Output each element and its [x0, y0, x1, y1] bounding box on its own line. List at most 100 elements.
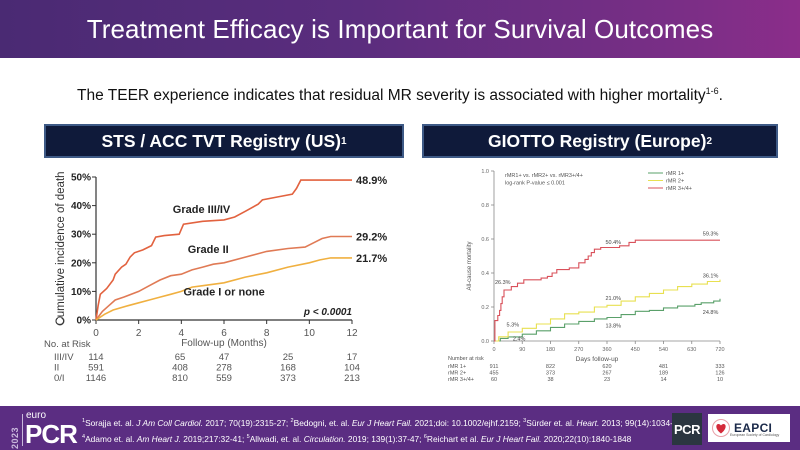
legend-label: rMR 1+ [666, 171, 684, 177]
eapci-logo: EAPCI European Society of Cardiology [708, 414, 790, 442]
risk-value: 591 [88, 363, 104, 374]
series-line-grade-iii-iv [95, 179, 352, 321]
footer: 2023 euro PCR 1Sorajja et. al. J Am Coll… [0, 406, 800, 450]
risk-row-label: II [54, 363, 59, 374]
risk-value: 10 [717, 377, 723, 383]
references: 1Sorajja et. al. J Am Coll Cardiol. 2017… [82, 414, 685, 446]
europcr-logo: 2023 euro PCR [10, 410, 82, 449]
risk-row-label: rMR 1+ [448, 364, 466, 370]
reference-text: Sürder et. al. [526, 417, 577, 428]
series-label: Grade I or none [183, 287, 264, 299]
reference-text: 2020;22(10):1840-1848 [541, 433, 632, 444]
log-rank-annotation: log-rank P-value ≤ 0.001 [505, 181, 565, 187]
risk-value: 14 [660, 377, 666, 383]
heart-icon [712, 419, 730, 437]
reference-number: 3 [523, 418, 527, 424]
x-tick-label: 90 [519, 347, 525, 353]
panel-header-sts-acc: STS / ACC TVT Registry (US) 1 [44, 124, 404, 158]
x-axis-label: Follow-up (Months) [181, 338, 267, 349]
logo-euro: euro [26, 410, 47, 421]
reference-text: 2013; 99(14):1034-40; [599, 417, 685, 428]
legend-label: rMR 2+ [666, 179, 684, 185]
subtitle-text: The TEER experience indicates that resid… [77, 87, 706, 105]
journal-name: Circulation. [303, 433, 346, 444]
risk-value: 278 [216, 363, 232, 374]
x-tick-label: 0 [93, 328, 99, 339]
risk-row-label: rMR 2+ [448, 371, 466, 377]
eapci-subtitle: European Society of Cardiology [730, 433, 780, 437]
series-end-label: 48.9% [356, 175, 387, 187]
x-tick-label: 0 [492, 347, 495, 353]
slide-title: Treatment Efficacy is Important for Surv… [86, 13, 714, 44]
reference-number: 5 [246, 433, 250, 440]
reference-text: 2019; 139(1):37-47; [345, 433, 424, 444]
y-tick-label: 0.6 [481, 237, 489, 243]
risk-value: 25 [283, 352, 294, 363]
risk-row-label: 0/I [54, 373, 65, 384]
logo-pcr: PCR [25, 419, 78, 449]
y-tick-label: 40% [71, 201, 91, 212]
percent-label: 26.3% [495, 280, 511, 286]
x-tick-label: 4 [179, 328, 185, 339]
y-tick-label: 0.0 [481, 339, 489, 345]
reference-text: 2021;doi: 10.1002/ejhf.2159; [412, 417, 524, 428]
risk-value: 17 [347, 352, 358, 363]
series-line-rmr-1- [494, 298, 721, 342]
percent-label: 59.3% [703, 232, 719, 238]
percent-label: 5.3% [507, 323, 520, 329]
y-tick-label: 20% [71, 258, 91, 269]
reference-text: Allwadi, et. al. [249, 433, 304, 444]
y-axis-label: Cumulative incidence of death [55, 171, 67, 325]
series-label: Grade III/IV [173, 204, 231, 216]
panel-header-sts-acc-citation: 1 [340, 135, 347, 147]
risk-row-label: III/IV [54, 352, 74, 363]
x-tick-label: 630 [687, 347, 696, 353]
x-tick-label: 540 [659, 347, 668, 353]
journal-name: Eur J Heart Fail. [351, 417, 413, 428]
series-line-grade-ii [95, 235, 352, 321]
p-value-annotation: p < 0.0001 [303, 307, 353, 318]
panel-header-giotto-citation: 2 [706, 135, 712, 147]
x-tick-label: 6 [221, 328, 227, 339]
risk-value: 114 [88, 352, 103, 363]
reference-line-1: 1Sorajja et. al. J Am Coll Cardiol. 2017… [82, 414, 685, 430]
risk-value: 333 [715, 364, 724, 370]
y-tick-label: 1.0 [481, 169, 489, 175]
log-rank-annotation: rMR1+ vs. rMR2+ vs. rMR3+/4+ [505, 173, 583, 179]
x-tick-label: 2 [136, 328, 142, 339]
percent-label: 13.8% [605, 323, 621, 329]
y-tick-label: 0% [77, 316, 92, 327]
percent-label: 24.8% [703, 310, 719, 316]
risk-value: 373 [546, 371, 555, 377]
x-tick-label: 180 [546, 347, 555, 353]
journal-name: Eur J Heart Fail. [480, 433, 542, 444]
risk-value: 408 [172, 363, 188, 374]
percent-label: 50.4% [605, 240, 621, 246]
risk-value: 373 [280, 373, 296, 384]
origin-marker [55, 316, 65, 326]
percent-label: 2.4% [513, 336, 526, 342]
reference-line-2: 4Adamo et. al. Am Heart J. 2019;217:32-4… [82, 430, 642, 446]
y-tick-label: 0.2 [481, 305, 489, 311]
y-tick-label: 0.8 [481, 203, 489, 209]
risk-value: 455 [489, 371, 498, 377]
risk-value: 126 [715, 371, 724, 377]
logo-year: 2023 [10, 426, 20, 449]
x-tick-label: 10 [304, 328, 316, 339]
y-tick-label: 30% [71, 230, 91, 241]
risk-value: 168 [280, 363, 296, 374]
y-axis-label: All-cause mortality [467, 241, 473, 290]
x-tick-label: 450 [631, 347, 640, 353]
percent-label: 21.0% [605, 296, 621, 302]
subtitle-citation: 1-6 [705, 86, 719, 96]
eapci-label: EAPCI [734, 421, 773, 435]
series-line-grade-i-or-none [95, 257, 352, 321]
journal-name: J Am Coll Cardiol. [136, 417, 203, 428]
percent-label: 36.1% [703, 273, 719, 279]
reference-text: 2019;217:32-41; [180, 433, 247, 444]
risk-value: 810 [172, 373, 188, 384]
y-tick-label: 50% [71, 173, 91, 184]
risk-value: 47 [219, 352, 230, 363]
reference-text: Sorajja et. al. [85, 417, 137, 428]
reference-text: Bedogni, et. al. [293, 417, 352, 428]
